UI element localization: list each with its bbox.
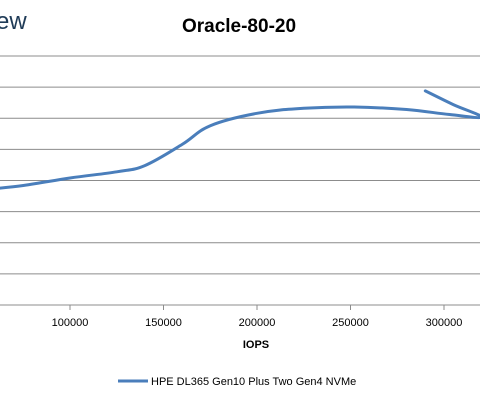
- gridlines: [0, 55, 480, 275]
- x-tick-label: 100000: [52, 317, 89, 329]
- series-lines: [0, 89, 480, 190]
- x-axis-title: IOPS: [243, 339, 269, 351]
- x-tick-label: 200000: [239, 317, 276, 329]
- x-tick-label: 150000: [145, 317, 182, 329]
- legend: HPE DL365 Gen10 Plus Two Gen4 NVMe: [118, 376, 356, 388]
- x-tick-label: 300000: [426, 317, 463, 329]
- chart-title: Oracle-80-20: [182, 16, 296, 37]
- x-axis: 100000 150000 200000 250000 300000: [0, 304, 480, 329]
- legend-label: HPE DL365 Gen10 Plus Two Gen4 NVMe: [151, 376, 356, 388]
- series-line: [0, 89, 480, 190]
- brand-logo-fragment: ew: [0, 8, 27, 35]
- x-tick-label: 250000: [332, 317, 369, 329]
